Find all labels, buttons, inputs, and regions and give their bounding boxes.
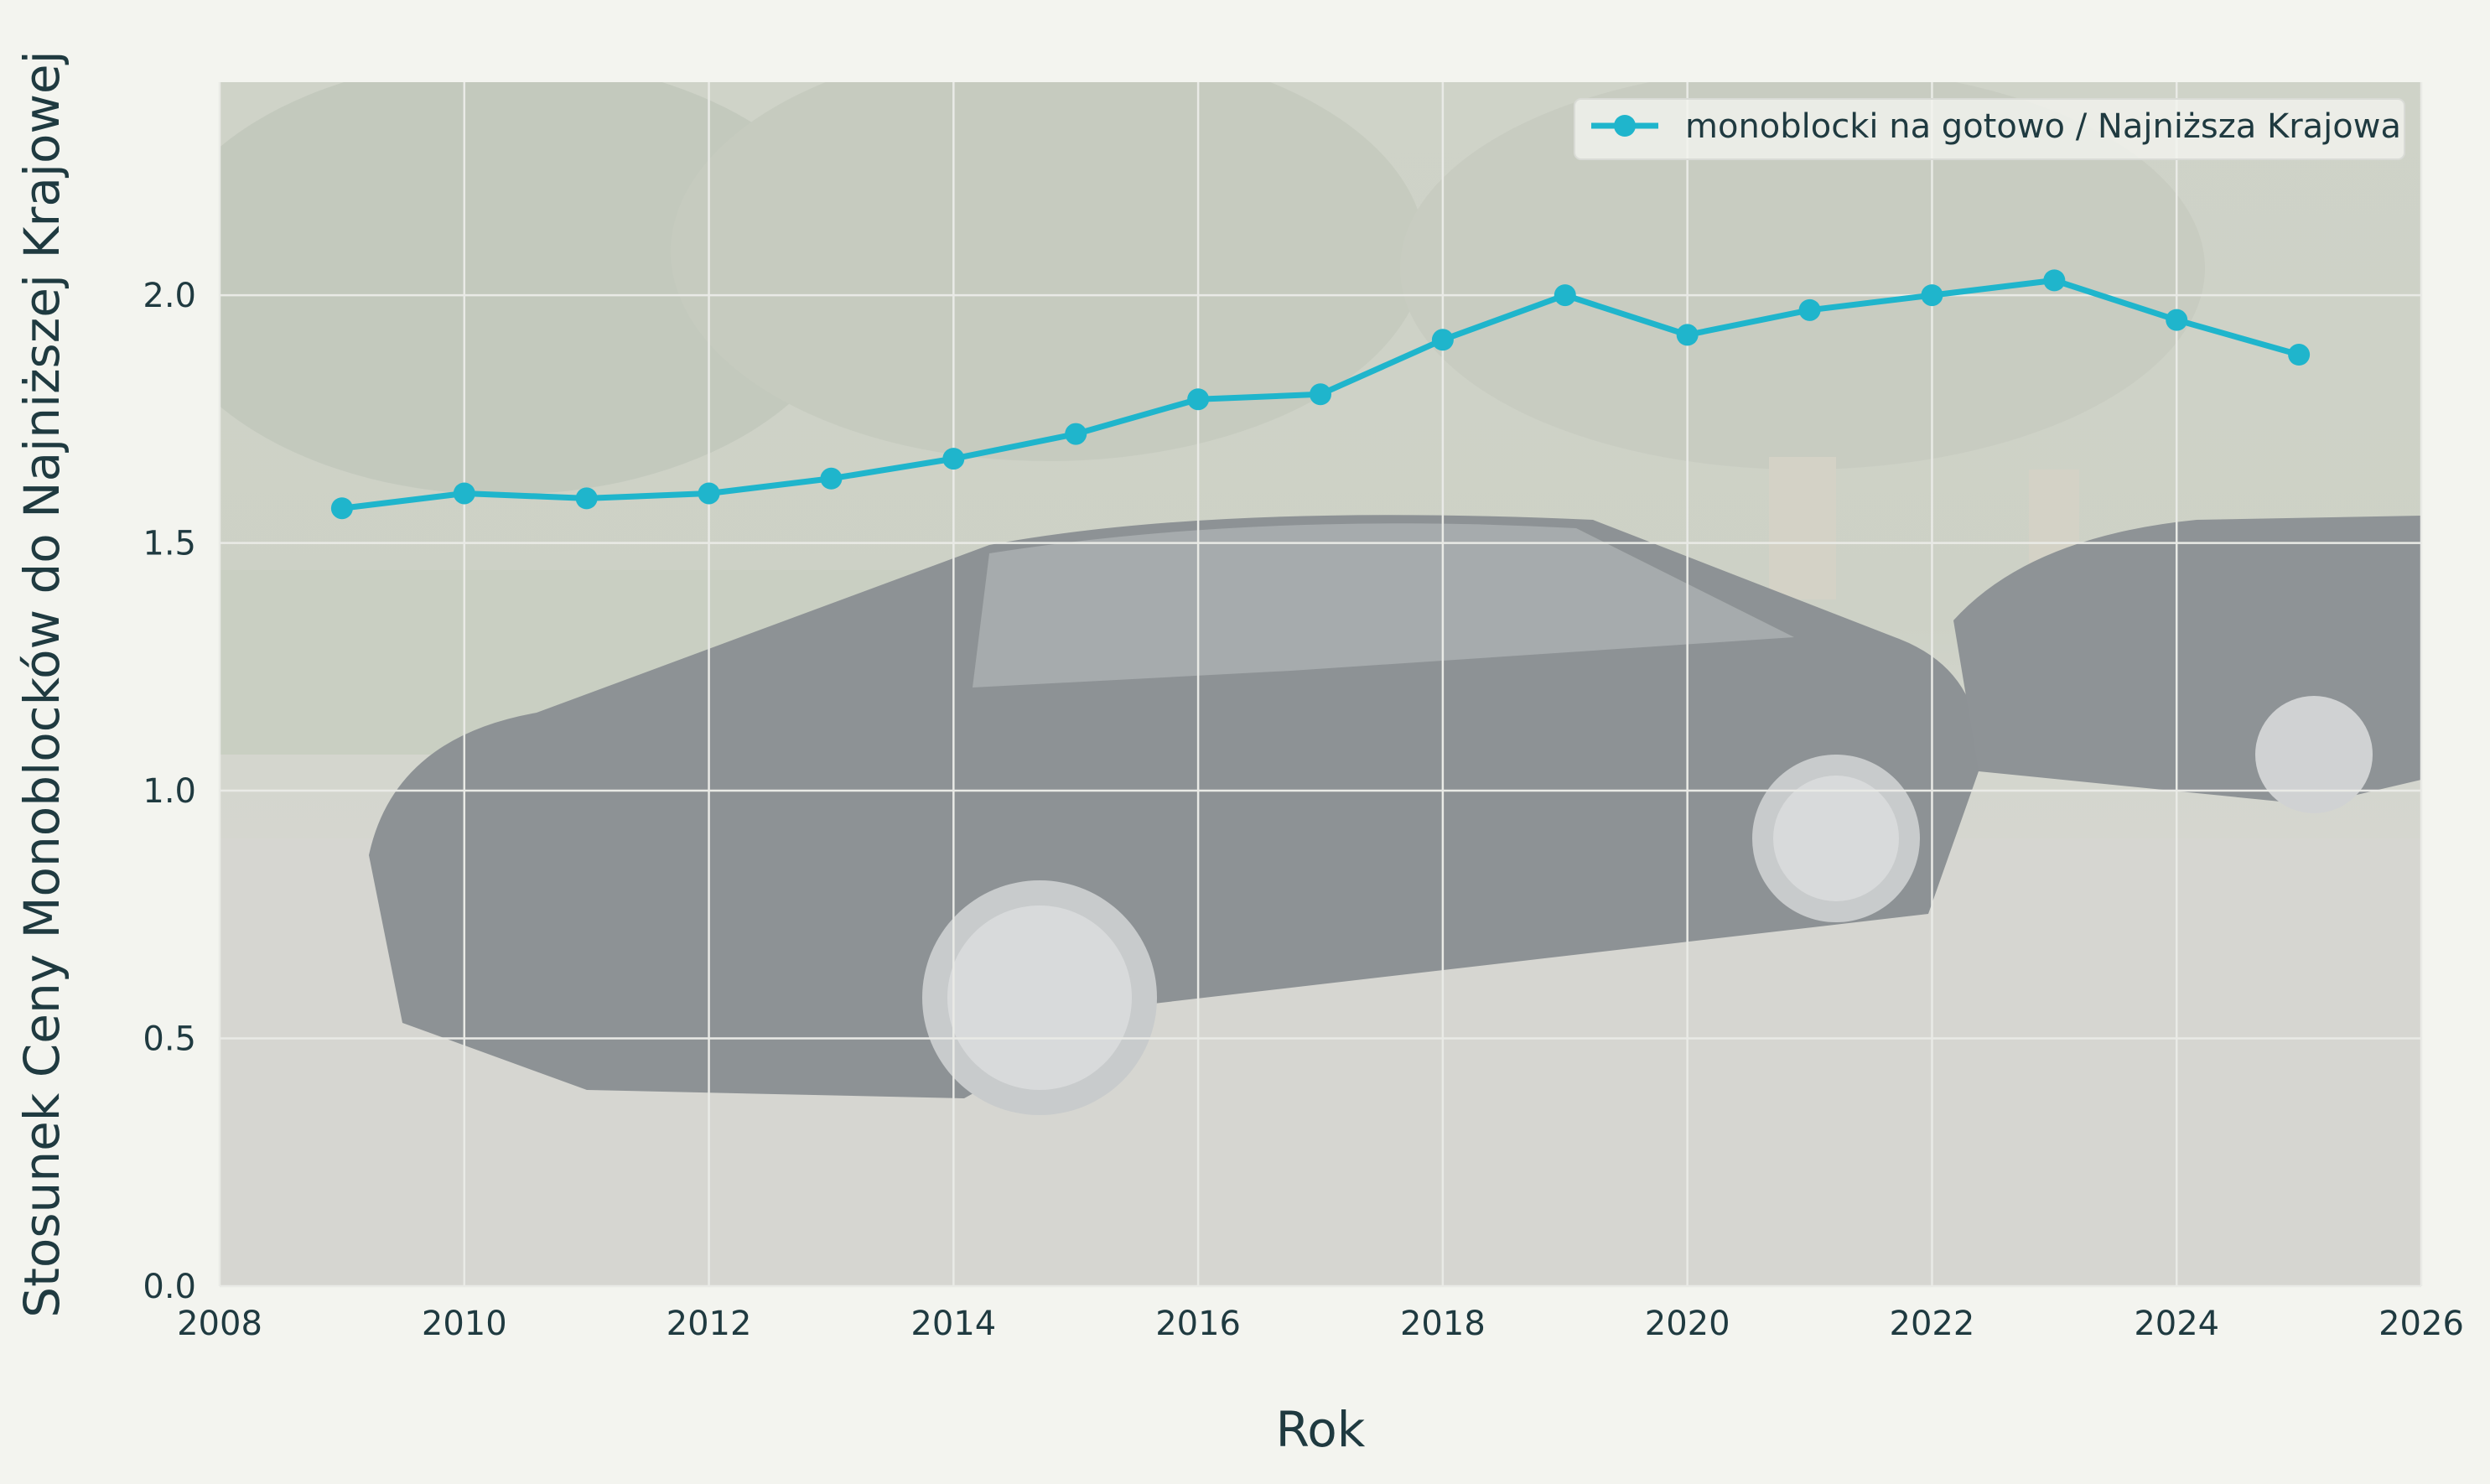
x-axis-title: Rok	[1276, 1401, 1366, 1458]
y-tick-label: 0.0	[143, 1268, 196, 1306]
x-tick-label: 2020	[1645, 1305, 1730, 1343]
data-point	[698, 482, 720, 505]
y-tick-label: 1.0	[143, 772, 196, 811]
x-tick-label: 2012	[667, 1305, 752, 1343]
x-tick-label: 2016	[1155, 1305, 1241, 1343]
data-point	[330, 497, 353, 520]
x-tick-label: 2026	[2378, 1305, 2464, 1343]
x-tick-label: 2010	[422, 1305, 507, 1343]
series-layer	[330, 269, 2311, 520]
y-tick-label: 0.5	[143, 1020, 196, 1059]
data-point	[1065, 423, 1087, 445]
x-tick-label: 2014	[910, 1305, 996, 1343]
x-axis-ticks: 2008 2010 2012 2014 2016 2018 2020 2022 2024 2026	[177, 1305, 2464, 1343]
y-tick-label: 1.5	[143, 525, 196, 563]
x-tick-label: 2008	[177, 1305, 262, 1343]
data-point	[2288, 344, 2311, 366]
data-point	[1310, 383, 1331, 406]
legend-label: monoblocki na gotowo / Najniższa Krajowa	[1685, 107, 2401, 146]
data-point	[453, 482, 475, 505]
data-point	[1798, 298, 1821, 321]
legend-box	[1574, 98, 2405, 160]
data-point	[575, 487, 598, 510]
x-tick-label: 2024	[2134, 1305, 2219, 1343]
x-tick-label: 2022	[1890, 1305, 1975, 1343]
background-photo	[220, 82, 2421, 1286]
x-tick-label: 2018	[1400, 1305, 1486, 1343]
grid	[218, 82, 2423, 1288]
data-point	[1676, 324, 1699, 346]
data-point	[2166, 309, 2188, 331]
data-point	[1187, 388, 1210, 411]
y-axis-ticks: 0.0 0.5 1.0 1.5 2.0	[143, 277, 196, 1306]
y-axis-title: Stosunek Ceny Monoblocków do Najniższej …	[13, 50, 70, 1317]
data-point	[942, 448, 965, 470]
data-point	[1431, 329, 1454, 351]
data-point	[1921, 284, 1943, 307]
data-point	[820, 467, 843, 490]
y-tick-label: 2.0	[143, 277, 196, 315]
data-point	[2043, 269, 2066, 292]
legend-marker-swatch	[1614, 115, 1636, 137]
legend: monoblocki na gotowo / Najniższa Krajowa	[1574, 98, 2405, 160]
data-point	[1554, 284, 1576, 307]
